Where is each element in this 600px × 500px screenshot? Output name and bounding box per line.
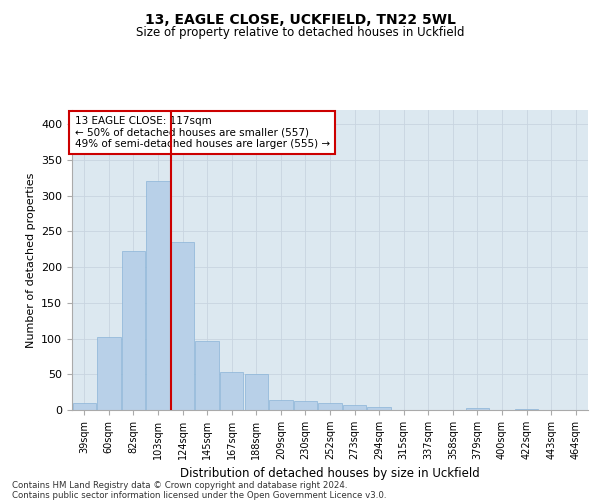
Bar xyxy=(367,407,391,410)
Bar xyxy=(343,405,366,410)
Bar xyxy=(466,408,489,410)
Bar xyxy=(269,400,293,410)
Bar xyxy=(97,337,121,410)
Text: Size of property relative to detached houses in Uckfield: Size of property relative to detached ho… xyxy=(136,26,464,39)
Bar xyxy=(220,372,244,410)
Y-axis label: Number of detached properties: Number of detached properties xyxy=(26,172,35,348)
Text: 13 EAGLE CLOSE: 117sqm
← 50% of detached houses are smaller (557)
49% of semi-de: 13 EAGLE CLOSE: 117sqm ← 50% of detached… xyxy=(74,116,330,149)
Bar xyxy=(515,408,538,410)
Bar xyxy=(319,403,341,410)
Text: Contains public sector information licensed under the Open Government Licence v3: Contains public sector information licen… xyxy=(12,491,386,500)
Bar xyxy=(122,252,145,410)
Bar xyxy=(171,242,194,410)
Text: 13, EAGLE CLOSE, UCKFIELD, TN22 5WL: 13, EAGLE CLOSE, UCKFIELD, TN22 5WL xyxy=(145,12,455,26)
Bar xyxy=(196,340,219,410)
Bar xyxy=(146,182,170,410)
Bar xyxy=(73,403,96,410)
Bar xyxy=(245,374,268,410)
Text: Contains HM Land Registry data © Crown copyright and database right 2024.: Contains HM Land Registry data © Crown c… xyxy=(12,481,347,490)
Text: Distribution of detached houses by size in Uckfield: Distribution of detached houses by size … xyxy=(180,468,480,480)
Bar xyxy=(294,400,317,410)
